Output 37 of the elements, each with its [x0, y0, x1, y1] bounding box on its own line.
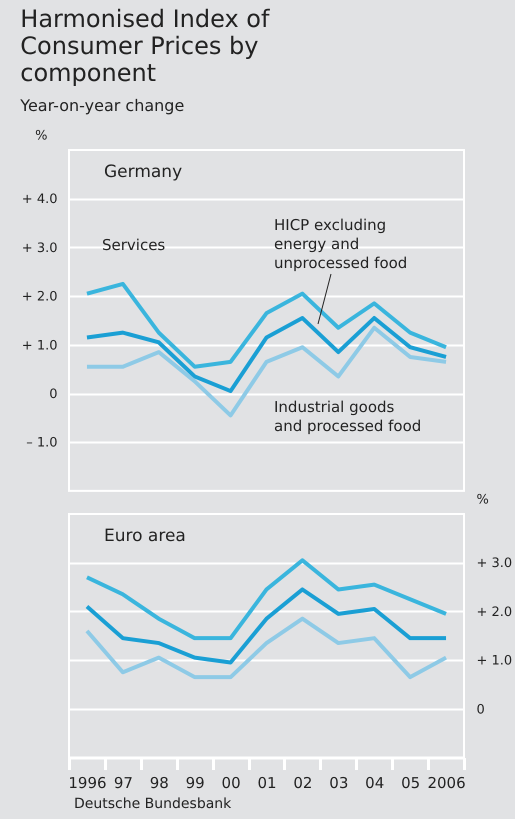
y-tick-label: + 3.0: [22, 240, 58, 256]
line-series: [84, 316, 448, 394]
line-series: [84, 616, 448, 680]
x-tick-label: 01: [257, 774, 277, 792]
text: Services: [102, 236, 166, 254]
x-tick-label: 05: [401, 774, 420, 792]
y-tick-label: + 2.0: [22, 290, 58, 305]
chart-title: Harmonised Index of Consumer Prices by component: [20, 5, 270, 87]
y-axis-title: %: [476, 492, 489, 508]
line-series: [84, 587, 448, 665]
series-label: Industrial goods and processed food: [274, 398, 422, 435]
chart-subtitle: Year-on-year change: [19, 96, 184, 115]
x-tick-label: 1996: [68, 774, 107, 792]
x-tick-label: 03: [329, 774, 348, 792]
y-tick-label: – 1.0: [26, 436, 58, 451]
annotation: Germany: [104, 162, 182, 182]
x-tick-label: 02: [293, 774, 312, 792]
x-tick-label: 99: [186, 774, 205, 792]
text: HICP excluding energy and unprocessed food: [274, 216, 408, 272]
x-tick-label: 98: [150, 774, 169, 792]
line-series: [84, 326, 448, 418]
x-tick-label: 2006: [427, 774, 466, 792]
x-tick-label: 00: [222, 774, 241, 792]
annotation: Euro area: [104, 526, 186, 546]
y-tick-label: + 1.0: [22, 338, 58, 354]
y-tick-label: + 1.0: [476, 654, 512, 669]
y-tick-label: + 4.0: [22, 192, 58, 208]
text: Deutsche Bundesbank: [74, 796, 232, 812]
y-tick-label: 0: [476, 702, 485, 718]
y-tick-label: 0: [49, 387, 58, 402]
x-tick-label: 04: [365, 774, 384, 792]
line-series: [84, 282, 448, 369]
line-series: [84, 558, 448, 640]
y-tick-label: + 3.0: [476, 556, 512, 572]
y-tick-label: + 2.0: [476, 604, 512, 620]
x-tick-label: 97: [114, 774, 133, 792]
y-axis-title: %: [35, 128, 48, 144]
